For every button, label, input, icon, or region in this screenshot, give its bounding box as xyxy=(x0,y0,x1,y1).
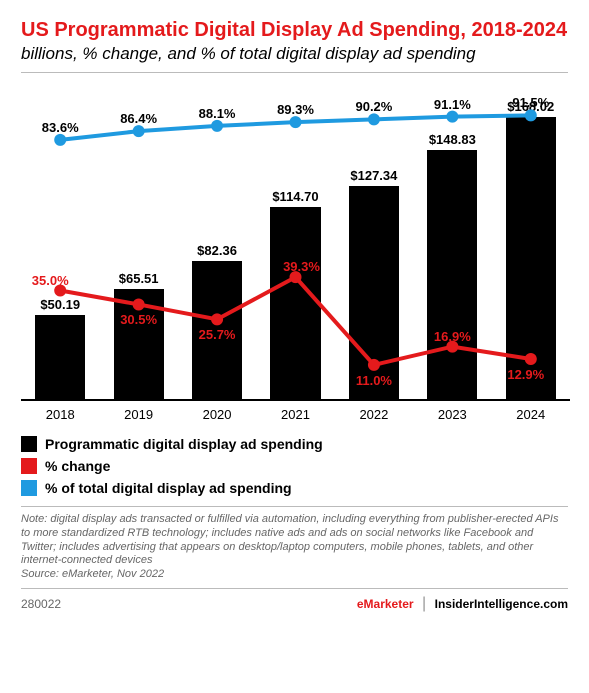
legend-item: % of total digital display ad spending xyxy=(21,480,568,496)
x-axis-label: 2018 xyxy=(21,407,99,422)
line-point-label: 91.1% xyxy=(434,97,471,112)
chart-code: 280022 xyxy=(21,597,61,611)
chart-card: US Programmatic Digital Display Ad Spend… xyxy=(0,0,589,693)
chart-area: $50.19$65.51$82.36$114.70$127.34$148.83$… xyxy=(21,91,570,401)
x-axis-label: 2020 xyxy=(178,407,256,422)
chart-title: US Programmatic Digital Display Ad Spend… xyxy=(21,19,568,42)
x-axis-label: 2023 xyxy=(413,407,491,422)
legend: Programmatic digital display ad spending… xyxy=(21,436,568,496)
legend-label: Programmatic digital display ad spending xyxy=(45,436,323,452)
legend-item: Programmatic digital display ad spending xyxy=(21,436,568,452)
x-axis-label: 2021 xyxy=(256,407,334,422)
legend-swatch xyxy=(21,458,37,474)
line-point-label: 25.7% xyxy=(199,327,236,342)
line-point-label: 16.9% xyxy=(434,329,471,344)
line-point-label: 30.5% xyxy=(120,312,157,327)
legend-label: % of total digital display ad spending xyxy=(45,480,292,496)
line-point-label: 88.1% xyxy=(199,106,236,121)
brand-insider: InsiderIntelligence.com xyxy=(435,597,568,611)
line-point-label: 39.3% xyxy=(283,259,320,274)
legend-swatch xyxy=(21,480,37,496)
line-point-label: 12.9% xyxy=(507,367,544,382)
line-point-label: 83.6% xyxy=(42,120,79,135)
divider xyxy=(21,72,568,73)
legend-label: % change xyxy=(45,458,110,474)
brand-separator: | xyxy=(422,595,426,612)
chart-note: Note: digital display ads transacted or … xyxy=(21,506,568,589)
line-point-label: 35.0% xyxy=(32,273,69,288)
footer: 280022 eMarketer | InsiderIntelligence.c… xyxy=(21,595,568,613)
chart-subtitle: billions, % change, and % of total digit… xyxy=(21,44,568,64)
lines-overlay xyxy=(21,89,570,399)
legend-swatch xyxy=(21,436,37,452)
x-axis-label: 2022 xyxy=(335,407,413,422)
line-point-label: 11.0% xyxy=(356,373,392,388)
legend-item: % change xyxy=(21,458,568,474)
brand-emarketer: eMarketer xyxy=(357,597,414,611)
brand-block: eMarketer | InsiderIntelligence.com xyxy=(357,595,568,613)
line-point-label: 86.4% xyxy=(120,111,157,126)
x-axis: 2018201920202021202220232024 xyxy=(21,407,570,422)
x-axis-label: 2019 xyxy=(99,407,177,422)
x-axis-label: 2024 xyxy=(492,407,570,422)
line-point-label: 89.3% xyxy=(277,102,314,117)
line-point-label: 90.2% xyxy=(355,99,392,114)
line-point-label: 91.5% xyxy=(512,95,549,110)
